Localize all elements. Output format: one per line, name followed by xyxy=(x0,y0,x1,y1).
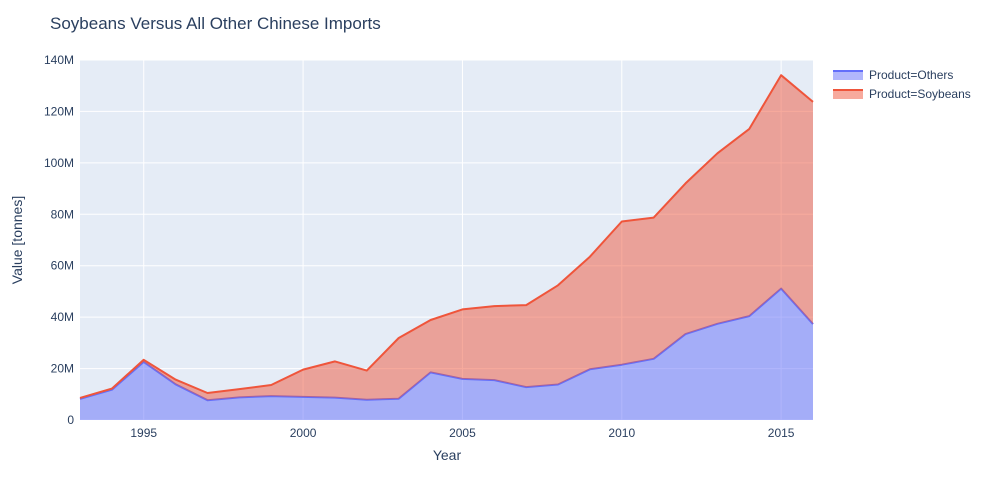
y-tick-label: 80M xyxy=(51,207,74,221)
x-tick-label: 2005 xyxy=(449,426,476,440)
legend-label: Product=Soybeans xyxy=(869,87,971,101)
x-axis-ticks: 1995 2000 2005 2010 2015 xyxy=(130,426,794,440)
legend-item-others[interactable]: Product=Others xyxy=(833,68,953,82)
chart-title: Soybeans Versus All Other Chinese Import… xyxy=(50,14,381,33)
legend-swatch xyxy=(833,89,863,99)
y-tick-label: 140M xyxy=(44,53,74,67)
y-axis-title: Value [tonnes] xyxy=(9,196,25,284)
x-tick-label: 2000 xyxy=(290,426,317,440)
legend: Product=Others Product=Soybeans xyxy=(833,68,971,101)
series-line-soybeans xyxy=(79,74,814,399)
legend-swatch xyxy=(833,70,863,80)
x-tick-label: 1995 xyxy=(130,426,157,440)
area-series xyxy=(79,74,814,420)
y-tick-label: 0 xyxy=(67,413,74,427)
x-tick-label: 2015 xyxy=(768,426,795,440)
legend-label: Product=Others xyxy=(869,68,953,82)
y-tick-label: 20M xyxy=(51,362,74,376)
y-tick-label: 40M xyxy=(51,310,74,324)
y-tick-label: 120M xyxy=(44,104,74,118)
y-tick-label: 100M xyxy=(44,156,74,170)
y-axis-ticks: 0 20M 40M 60M 80M 100M 120M 140M xyxy=(44,53,74,427)
x-axis-title: Year xyxy=(433,447,462,463)
area-fill-others xyxy=(80,288,813,420)
x-tick-label: 2010 xyxy=(608,426,635,440)
area-fill-soybeans xyxy=(80,75,813,401)
legend-item-soybeans[interactable]: Product=Soybeans xyxy=(833,87,971,101)
y-tick-label: 60M xyxy=(51,259,74,273)
